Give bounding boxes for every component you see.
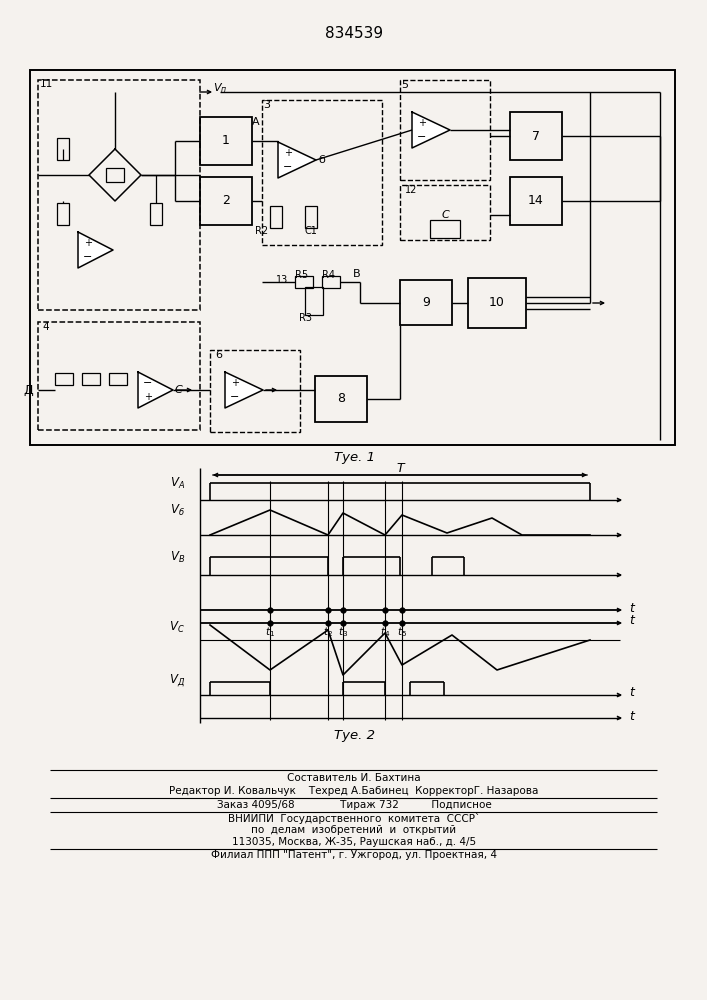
Text: Τуе. 2: Τуе. 2 [334,728,375,742]
Bar [400,80,490,180]
Bar [200,117,252,165]
Bar [210,350,300,432]
Text: $V_{п}$: $V_{п}$ [213,81,227,95]
Text: +: + [84,238,92,248]
Text: −: − [417,132,427,142]
Text: +: + [144,392,152,402]
Text: 6: 6 [215,350,222,360]
Text: Филиал ППП "Патент", г. Ужгород, ул. Проектная, 4: Филиал ППП "Патент", г. Ужгород, ул. Про… [211,850,497,860]
Polygon shape [412,112,450,148]
Bar [262,100,382,245]
Text: $V_B$: $V_B$ [170,549,185,565]
Text: 4: 4 [42,322,49,332]
Bar [270,206,282,228]
Text: +: + [418,118,426,128]
Text: 12: 12 [405,185,417,195]
Text: −: − [284,162,293,172]
Text: 3: 3 [264,100,271,110]
Bar [510,177,562,225]
Bar [200,177,252,225]
Bar [38,80,200,310]
Bar [400,185,490,240]
Text: 10: 10 [489,296,505,310]
Text: 11: 11 [40,79,52,89]
Text: C: C [175,385,182,395]
Polygon shape [278,142,316,178]
Text: Д: Д [23,383,33,396]
Text: −: − [230,392,240,402]
Bar [109,373,127,385]
Text: $t_3$: $t_3$ [338,625,348,639]
Text: R4: R4 [322,270,335,280]
Text: $V_C$: $V_C$ [169,619,185,635]
Polygon shape [78,232,113,268]
Text: 8: 8 [337,392,345,406]
Bar [57,138,69,160]
Text: Заказ 4095/68              Тираж 732          Подписное: Заказ 4095/68 Тираж 732 Подписное [216,800,491,810]
Text: б: б [318,155,325,165]
Bar [30,70,675,445]
Bar [57,203,69,225]
Text: t: t [629,710,634,722]
Bar [106,168,124,182]
Bar [295,276,313,288]
Text: C1: C1 [305,226,317,236]
Text: $V_Д$: $V_Д$ [169,672,185,688]
Text: +: + [231,378,239,388]
Text: 113035, Москва, Ж-35, Раушская наб., д. 4/5: 113035, Москва, Ж-35, Раушская наб., д. … [232,837,476,847]
Text: $t_1$: $t_1$ [265,625,275,639]
Text: 7: 7 [532,129,540,142]
Text: 1: 1 [222,134,230,147]
Text: R2: R2 [255,226,268,236]
Text: R3: R3 [298,313,312,323]
Text: 5: 5 [402,80,409,90]
Text: 2: 2 [222,194,230,208]
Bar [400,280,452,325]
Text: $t_4$: $t_4$ [380,625,390,639]
Text: ВНИИПИ  Государственного  комитета  СССР`: ВНИИПИ Государственного комитета СССР` [228,812,480,824]
Bar [305,206,317,228]
Text: −: − [83,252,93,262]
Bar [55,373,73,385]
Text: +: + [284,148,292,158]
Text: t: t [629,686,634,700]
Bar [82,373,100,385]
Text: Τуе. 1: Τуе. 1 [334,450,375,464]
Polygon shape [138,372,173,408]
Text: $V_б$: $V_б$ [170,502,185,518]
Bar [430,220,460,238]
Text: $t_2$: $t_2$ [323,625,333,639]
Text: Редактор И. Ковальчук    Техред А.Бабинец  КорректорГ. Назарова: Редактор И. Ковальчук Техред А.Бабинец К… [169,786,539,796]
Text: 834539: 834539 [325,26,383,41]
Text: t: t [629,614,634,628]
Text: A: A [252,117,259,127]
Text: $t_5$: $t_5$ [397,625,407,639]
Text: −: − [144,378,153,388]
Text: T: T [396,462,404,475]
Text: 13: 13 [276,275,288,285]
Text: t: t [629,601,634,614]
Bar [468,278,526,328]
Text: 9: 9 [422,296,430,310]
Text: Составитель И. Бахтина: Составитель И. Бахтина [287,773,421,783]
Bar [38,322,200,430]
Bar [510,112,562,160]
Bar [150,203,162,225]
Text: C: C [441,210,449,220]
Bar [322,276,340,288]
Bar [305,287,323,315]
Text: R5: R5 [295,270,308,280]
Text: B: B [353,269,361,279]
Text: 14: 14 [528,194,544,208]
Polygon shape [225,372,263,408]
Text: $V_A$: $V_A$ [170,475,185,491]
Bar [315,376,367,422]
Text: по  делам  изобретений  и  открытий: по делам изобретений и открытий [252,825,457,835]
